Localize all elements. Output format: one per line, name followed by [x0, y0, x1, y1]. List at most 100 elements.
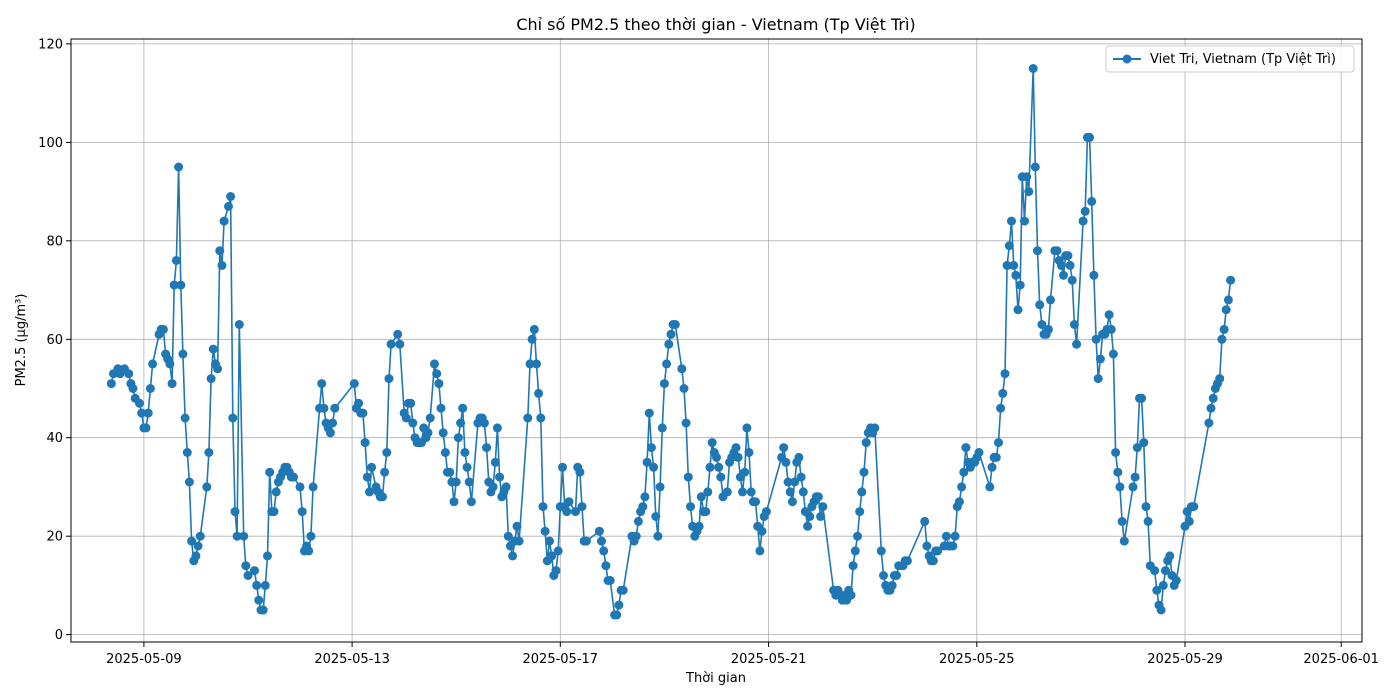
x-tick-label: 2025-05-25 — [939, 652, 1015, 667]
data-point — [991, 452, 1001, 462]
data-point — [106, 379, 116, 389]
data-point — [360, 438, 370, 448]
data-point — [594, 526, 604, 536]
data-point — [707, 438, 717, 448]
data-point — [740, 467, 750, 477]
legend-box — [1105, 45, 1355, 73]
data-point — [961, 443, 971, 453]
data-point — [850, 546, 860, 556]
data-point — [1113, 467, 1123, 477]
data-point — [184, 477, 194, 487]
data-point — [601, 561, 611, 571]
data-point — [679, 384, 689, 393]
data-point — [577, 502, 587, 512]
data-point — [490, 457, 500, 467]
data-point — [1111, 448, 1121, 457]
data-point — [213, 364, 223, 374]
data-point — [269, 507, 279, 517]
data-point — [187, 536, 197, 546]
data-point — [1226, 275, 1236, 285]
data-point — [1221, 305, 1231, 315]
data-point — [653, 531, 663, 541]
data-point — [670, 320, 680, 329]
x-axis-label: Thời gian — [685, 671, 746, 686]
data-point — [1128, 482, 1138, 492]
data-point — [176, 280, 186, 290]
data-point — [846, 590, 856, 600]
data-point — [180, 413, 190, 423]
data-point — [746, 487, 756, 497]
data-point — [612, 610, 622, 620]
data-point — [1093, 374, 1103, 384]
data-point — [1089, 270, 1099, 280]
data-point — [553, 546, 563, 556]
data-point — [1206, 403, 1216, 413]
data-point — [722, 487, 732, 497]
data-point — [466, 497, 476, 507]
data-point — [354, 398, 364, 408]
data-point — [464, 477, 474, 487]
data-point — [974, 448, 984, 457]
data-point — [193, 541, 203, 551]
data-point — [1106, 324, 1116, 334]
data-point — [436, 403, 446, 413]
data-point — [998, 388, 1008, 398]
data-point — [646, 443, 656, 453]
data-point — [232, 531, 242, 541]
data-point — [996, 403, 1006, 413]
data-point — [902, 556, 912, 566]
data-point — [532, 359, 541, 369]
data-point — [367, 462, 377, 472]
data-point — [948, 541, 958, 551]
data-point — [547, 551, 557, 561]
data-point — [406, 398, 416, 408]
data-point — [703, 487, 713, 497]
y-tick-label: 120 — [38, 37, 63, 52]
data-point — [876, 546, 886, 556]
data-point — [798, 487, 808, 497]
data-point — [1024, 187, 1034, 197]
data-point — [638, 502, 648, 512]
data-point — [145, 384, 155, 393]
data-point — [384, 374, 394, 384]
data-point — [1095, 354, 1105, 364]
data-point — [169, 280, 179, 290]
data-point — [1130, 472, 1140, 482]
data-point — [195, 531, 205, 541]
data-point — [892, 571, 901, 580]
data-point — [1087, 196, 1097, 206]
data-point — [575, 467, 585, 477]
data-point — [393, 329, 403, 339]
data-point — [165, 359, 175, 369]
data-point — [423, 428, 433, 438]
data-point — [1004, 241, 1014, 251]
data-point — [761, 507, 771, 517]
data-point — [751, 497, 760, 507]
data-point — [325, 428, 335, 438]
data-point — [787, 497, 797, 507]
data-point — [538, 502, 548, 512]
data-point — [453, 433, 463, 443]
data-point — [994, 438, 1003, 448]
data-point — [562, 507, 572, 517]
data-point — [861, 438, 871, 448]
axis-ticks: 2025-05-09 2025-05-13 2025-05-17 2025-05-21… — [38, 37, 1379, 667]
data-point — [644, 408, 654, 418]
data-point — [158, 324, 168, 334]
data-point — [755, 546, 765, 556]
data-point — [295, 482, 305, 492]
data-point — [306, 531, 316, 541]
data-point — [1043, 324, 1053, 334]
data-point — [1139, 438, 1149, 448]
data-point — [1078, 216, 1088, 226]
data-point — [1215, 374, 1225, 384]
data-point — [1184, 516, 1194, 526]
data-point — [1171, 576, 1181, 585]
data-point — [527, 334, 537, 344]
data-point — [618, 585, 628, 595]
data-point — [633, 516, 643, 526]
data-point — [508, 551, 518, 561]
data-point — [174, 162, 184, 172]
data-point — [252, 580, 262, 590]
data-point — [796, 472, 806, 482]
